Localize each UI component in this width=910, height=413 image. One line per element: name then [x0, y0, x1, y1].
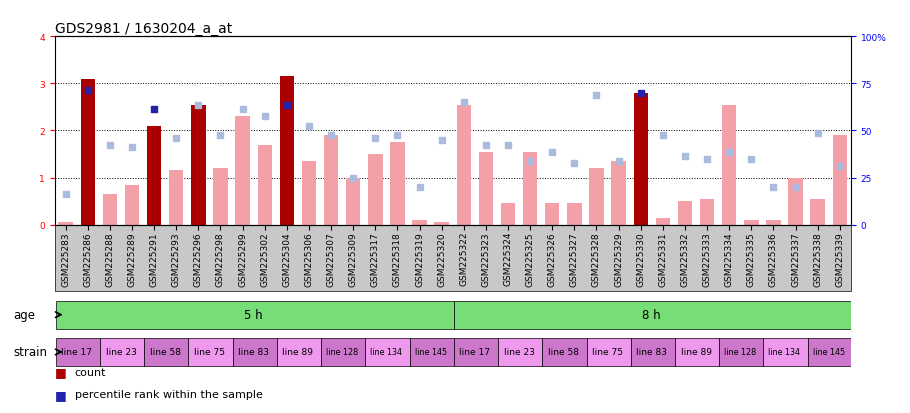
Text: line 89: line 89: [282, 348, 313, 356]
Bar: [612, 161, 626, 225]
FancyBboxPatch shape: [188, 338, 233, 366]
Text: line 75: line 75: [194, 348, 225, 356]
FancyBboxPatch shape: [587, 338, 631, 366]
Bar: [58, 223, 73, 225]
Bar: [125, 185, 139, 225]
Text: GDS2981 / 1630204_a_at: GDS2981 / 1630204_a_at: [55, 22, 232, 36]
Text: ■: ■: [55, 365, 66, 378]
FancyBboxPatch shape: [56, 338, 100, 366]
Bar: [412, 221, 427, 225]
Bar: [633, 94, 648, 225]
Bar: [103, 195, 117, 225]
Bar: [258, 145, 272, 225]
FancyBboxPatch shape: [100, 338, 144, 366]
Bar: [369, 154, 382, 225]
Text: line 58: line 58: [548, 348, 579, 356]
Text: line 83: line 83: [636, 348, 667, 356]
Bar: [567, 204, 581, 225]
Text: line 23: line 23: [503, 348, 534, 356]
Bar: [191, 105, 206, 225]
Text: line 83: line 83: [238, 348, 269, 356]
Bar: [523, 152, 537, 225]
Text: line 134: line 134: [370, 348, 402, 356]
Bar: [302, 161, 316, 225]
FancyBboxPatch shape: [277, 338, 321, 366]
Text: line 89: line 89: [681, 348, 712, 356]
FancyBboxPatch shape: [719, 338, 763, 366]
FancyBboxPatch shape: [631, 338, 675, 366]
FancyBboxPatch shape: [498, 338, 542, 366]
Bar: [833, 136, 847, 225]
Text: line 75: line 75: [592, 348, 623, 356]
FancyBboxPatch shape: [56, 301, 454, 329]
Text: percentile rank within the sample: percentile rank within the sample: [75, 389, 262, 399]
Bar: [346, 178, 360, 225]
Bar: [213, 169, 228, 225]
Text: line 23: line 23: [106, 348, 136, 356]
Bar: [479, 152, 493, 225]
Bar: [236, 117, 249, 225]
Text: ■: ■: [55, 388, 66, 401]
Text: age: age: [14, 309, 35, 321]
FancyBboxPatch shape: [144, 338, 188, 366]
Bar: [700, 199, 714, 225]
Bar: [279, 77, 294, 225]
Bar: [434, 223, 449, 225]
Text: 8 h: 8 h: [642, 309, 661, 321]
Bar: [656, 218, 670, 225]
Text: line 128: line 128: [326, 348, 359, 356]
Text: line 134: line 134: [769, 348, 801, 356]
Bar: [590, 169, 603, 225]
Bar: [147, 126, 161, 225]
Bar: [678, 202, 693, 225]
Bar: [457, 105, 471, 225]
Bar: [766, 221, 781, 225]
Text: strain: strain: [14, 346, 47, 358]
Bar: [545, 204, 560, 225]
Bar: [324, 136, 339, 225]
Bar: [390, 143, 405, 225]
Text: line 58: line 58: [149, 348, 181, 356]
Text: line 145: line 145: [415, 348, 447, 356]
Text: count: count: [75, 367, 106, 377]
Bar: [501, 204, 515, 225]
FancyBboxPatch shape: [808, 338, 852, 366]
Text: value, Detection Call = ABSENT: value, Detection Call = ABSENT: [75, 412, 251, 413]
FancyBboxPatch shape: [763, 338, 808, 366]
FancyBboxPatch shape: [542, 338, 587, 366]
FancyBboxPatch shape: [454, 338, 498, 366]
Bar: [744, 221, 759, 225]
Text: line 145: line 145: [813, 348, 844, 356]
Bar: [169, 171, 184, 225]
Bar: [811, 199, 824, 225]
Text: line 128: line 128: [724, 348, 756, 356]
FancyBboxPatch shape: [675, 338, 719, 366]
Text: line 17: line 17: [61, 348, 92, 356]
Bar: [81, 79, 95, 225]
FancyBboxPatch shape: [365, 338, 410, 366]
FancyBboxPatch shape: [233, 338, 277, 366]
FancyBboxPatch shape: [410, 338, 454, 366]
FancyBboxPatch shape: [454, 301, 852, 329]
Bar: [722, 105, 736, 225]
Text: line 17: line 17: [460, 348, 490, 356]
Text: 5 h: 5 h: [245, 309, 263, 321]
Text: ■: ■: [55, 411, 66, 413]
FancyBboxPatch shape: [321, 338, 365, 366]
Bar: [788, 178, 803, 225]
